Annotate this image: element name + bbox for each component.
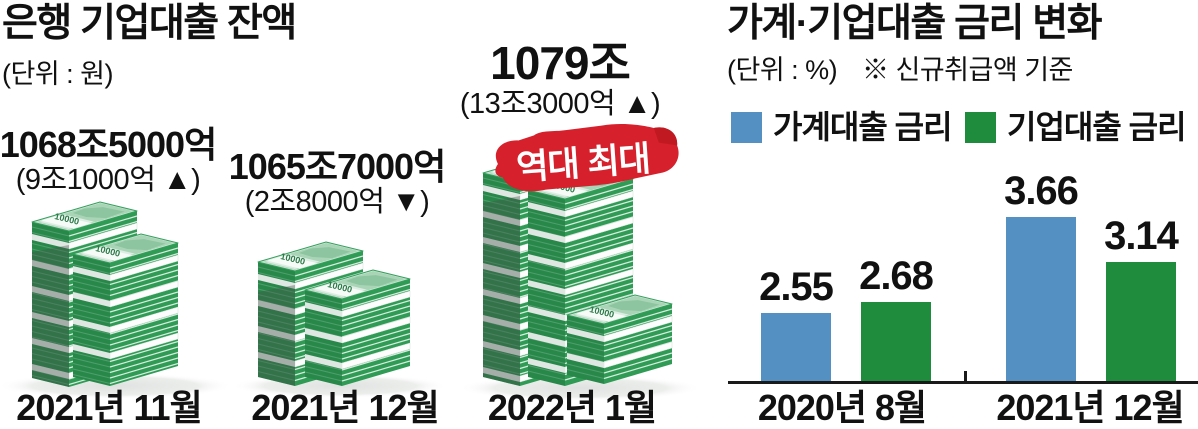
- bar-기업대출 금리-2021년 12월: [1106, 262, 1176, 383]
- stack-value-2021-11: 1068조5000억: [0, 124, 217, 165]
- left-chart-title: 은행 기업대출 잔액: [2, 2, 297, 45]
- record-high-badge: 역대 최대: [482, 117, 685, 207]
- x-label-2021-12: 2021년 12월: [251, 387, 439, 428]
- x-axis-tick: [964, 371, 967, 381]
- bar-가계대출 금리-2021년 12월: [1006, 217, 1076, 383]
- legend-swatch-icon: [965, 111, 996, 143]
- badge-label: 역대 최대: [515, 138, 652, 188]
- x-label-2020-08: 2020년 8월: [757, 387, 927, 428]
- right-chart-note: ※ 신규취급액 기준: [862, 55, 1073, 85]
- bar-value-가계대출 금리-2020년 8월: 2.55: [759, 265, 834, 309]
- bar-기업대출 금리-2020년 8월: [861, 302, 931, 383]
- stack-change-2022-01: (13조3000억 ▲): [459, 88, 661, 120]
- stack-value-2022-01: 1079조: [490, 37, 631, 89]
- x-label-2022-01: 2022년 1월: [487, 387, 657, 428]
- x-label-2021-11: 2021년 11월: [16, 387, 202, 428]
- legend-label: 기업대출 금리: [1007, 109, 1187, 145]
- legend-item-household: 가계대출 금리: [731, 109, 953, 145]
- stack-value-2021-12: 1065조7000억: [228, 146, 446, 187]
- legend: 가계대출 금리 기업대출 금리: [0, 111, 1198, 145]
- bar-가계대출 금리-2020년 8월: [761, 313, 831, 383]
- right-chart-title: 가계·기업대출 금리 변화: [727, 2, 1102, 45]
- legend-swatch-icon: [731, 111, 762, 143]
- bar-value-가계대출 금리-2021년 12월: 3.66: [1004, 169, 1079, 213]
- legend-item-corporate: 기업대출 금리: [965, 109, 1187, 145]
- right-chart-unit: (단위 : %): [727, 55, 838, 85]
- left-chart-unit: (단위 : 원): [2, 59, 114, 89]
- bar-value-기업대출 금리-2020년 8월: 2.68: [859, 254, 934, 298]
- x-axis-line: [728, 381, 1198, 384]
- badge-brush-shape: [495, 124, 679, 192]
- legend-label: 가계대출 금리: [773, 109, 953, 145]
- stack-change-2021-11: (9조1000억 ▲): [15, 164, 201, 196]
- stack-change-2021-12: (2조8000억 ▼): [244, 186, 430, 218]
- bar-value-기업대출 금리-2021년 12월: 3.14: [1104, 214, 1179, 258]
- x-label-2021-12-bars: 2021년 12월: [996, 387, 1184, 428]
